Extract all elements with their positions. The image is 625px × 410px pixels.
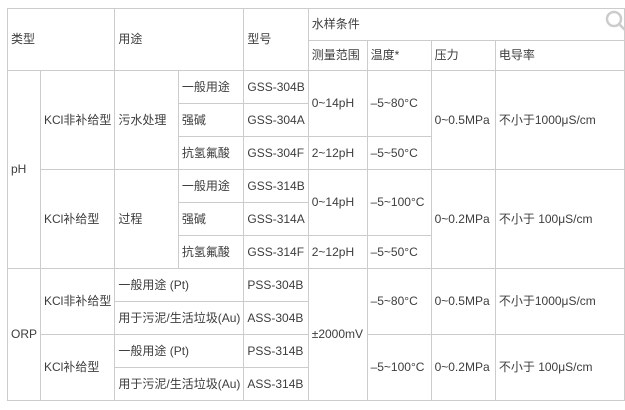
sensor-spec-table: 类型 用途 型号 水样条件 测量范围 温度* 压力 电导率 pH KCl非补给型… bbox=[6, 8, 625, 401]
header-row-1: 类型 用途 型号 水样条件 bbox=[6, 8, 625, 71]
magnifier-icon[interactable] bbox=[604, 9, 625, 33]
header-water-condition: 水样条件 bbox=[307, 8, 625, 41]
cell-conductivity: 不小于 100μS/cm bbox=[494, 334, 625, 401]
cell-sub-usage: 一般用途 bbox=[177, 70, 245, 104]
cell-usage: 过程 bbox=[114, 169, 179, 269]
cell-model: GSS-314F bbox=[243, 235, 309, 269]
cell-sub-usage: 强碱 bbox=[177, 202, 245, 236]
table-row: ORP KCl非补给型 一般用途 (Pt) PSS-304B ±2000mV –… bbox=[6, 268, 625, 401]
cell-model: PSS-314B bbox=[243, 334, 309, 368]
cell-temperature: –5~80°C bbox=[366, 268, 432, 335]
table-row: 抗氢氟酸 GSS-314F 2~12pH –5~50°C bbox=[8, 235, 625, 269]
cell-range: 2~12pH bbox=[307, 136, 368, 170]
cell-temperature: –5~100°C bbox=[366, 334, 432, 401]
cell-model: GSS-304F bbox=[243, 136, 309, 170]
cell-model: PSS-304B bbox=[243, 268, 309, 302]
cell-type-ph: pH bbox=[6, 70, 42, 269]
cell-sub-usage: 抗氢氟酸 bbox=[177, 235, 245, 269]
cell-range: 0~14pH bbox=[307, 169, 368, 236]
cell-pressure: 0~0.5MPa bbox=[430, 268, 496, 335]
cell-supply-type: KCl补给型 bbox=[40, 334, 116, 401]
cell-type-orp: ORP bbox=[6, 268, 42, 401]
header-row-2: 测量范围 温度* 压力 电导率 bbox=[8, 40, 625, 71]
cell-model: ASS-314B bbox=[243, 367, 309, 401]
cell-sub-usage: 一般用途 bbox=[177, 169, 245, 203]
header-range: 测量范围 bbox=[307, 40, 368, 71]
cell-pressure: 0~0.2MPa bbox=[430, 169, 496, 269]
header-temperature: 温度* bbox=[366, 40, 432, 71]
cell-pressure: 0~0.2MPa bbox=[430, 334, 496, 401]
cell-sub-usage: 抗氢氟酸 bbox=[177, 136, 245, 170]
cell-usage: 一般用途 (Pt) bbox=[114, 334, 245, 368]
table-row: 用于污泥/生活垃圾(Au) ASS-314B bbox=[8, 367, 625, 401]
table-row: 抗氢氟酸 GSS-304F 2~12pH –5~50°C bbox=[8, 136, 625, 170]
cell-usage: 一般用途 (Pt) bbox=[114, 268, 245, 302]
table-row: 强碱 GSS-314A bbox=[8, 202, 625, 236]
cell-usage: 用于污泥/生活垃圾(Au) bbox=[114, 301, 245, 335]
cell-range: 2~12pH bbox=[307, 235, 368, 269]
cell-model: GSS-314B bbox=[243, 169, 309, 203]
cell-conductivity: 不小于1000μS/cm bbox=[494, 70, 625, 170]
cell-range: 0~14pH bbox=[307, 70, 368, 137]
cell-supply-type: KCl补给型 bbox=[40, 169, 116, 269]
cell-supply-type: KCl非补给型 bbox=[40, 268, 116, 335]
header-pressure: 压力 bbox=[430, 40, 496, 71]
cell-temperature: –5~80°C bbox=[366, 70, 432, 137]
table-row: KCl补给型 一般用途 (Pt) PSS-314B –5~100°C 0~0.2… bbox=[8, 334, 625, 401]
cell-conductivity: 不小于1000μS/cm bbox=[494, 268, 625, 335]
cell-pressure: 0~0.5MPa bbox=[430, 70, 496, 170]
cell-temperature: –5~50°C bbox=[366, 136, 432, 170]
cell-range: ±2000mV bbox=[307, 268, 368, 401]
table-row: KCl补给型 过程 一般用途 GSS-314B 0~14pH –5~100°C … bbox=[8, 169, 625, 269]
cell-temperature: –5~100°C bbox=[366, 169, 432, 236]
cell-model: GSS-304A bbox=[243, 103, 309, 137]
cell-model: GSS-304B bbox=[243, 70, 309, 104]
header-usage: 用途 bbox=[114, 8, 245, 71]
cell-temperature: –5~50°C bbox=[366, 235, 432, 269]
cell-sub-usage: 强碱 bbox=[177, 103, 245, 137]
header-type: 类型 bbox=[6, 8, 116, 71]
cell-model: GSS-314A bbox=[243, 202, 309, 236]
cell-usage: 污水处理 bbox=[114, 70, 179, 170]
header-conductivity: 电导率 bbox=[494, 40, 625, 71]
header-model: 型号 bbox=[243, 8, 309, 71]
cell-model: ASS-304B bbox=[243, 301, 309, 335]
table-row: 用于污泥/生活垃圾(Au) ASS-304B bbox=[8, 301, 625, 335]
cell-supply-type: KCl非补给型 bbox=[40, 70, 116, 170]
cell-usage: 用于污泥/生活垃圾(Au) bbox=[114, 367, 245, 401]
cell-conductivity: 不小于 100μS/cm bbox=[494, 169, 625, 269]
table-row: 强碱 GSS-304A bbox=[8, 103, 625, 137]
table-row: pH KCl非补给型 污水处理 一般用途 GSS-304B 0~14pH –5~… bbox=[6, 70, 625, 269]
